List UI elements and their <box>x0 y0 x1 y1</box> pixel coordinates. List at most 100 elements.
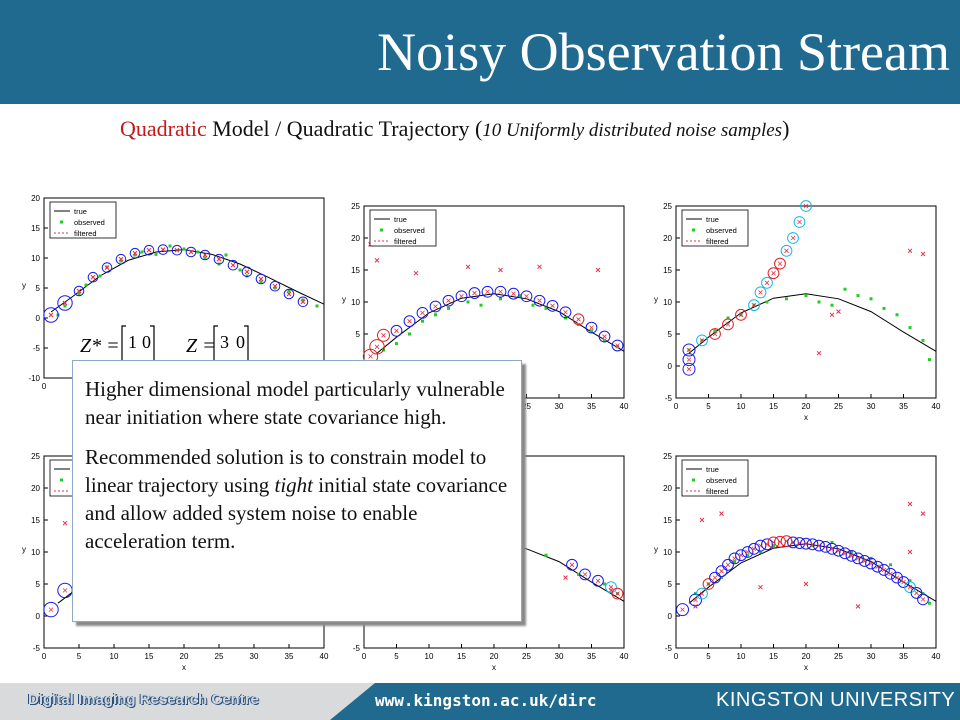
filtered-estimate <box>498 289 503 295</box>
legend-observed-swatch <box>692 478 695 482</box>
covariance-circle <box>722 558 734 571</box>
y-axis-label: y <box>654 545 658 554</box>
filtered-estimate <box>699 591 705 596</box>
covariance-circle <box>682 353 696 367</box>
z-bracket <box>213 325 249 370</box>
filtered-estimate <box>511 291 516 296</box>
subtitle-paren: 10 Uniformly distributed noise samples <box>482 120 783 141</box>
filtered-estimate <box>686 347 692 353</box>
filtered-point <box>699 517 705 523</box>
x-tick-label: 20 <box>180 652 189 661</box>
footer-blue-band <box>330 683 960 720</box>
x-tick-label: 35 <box>587 652 596 661</box>
observed-point <box>928 601 931 605</box>
covariance-circle <box>468 287 481 299</box>
y-tick-label: 10 <box>31 254 40 263</box>
covariance-circle <box>709 571 721 584</box>
observed-point <box>466 300 470 304</box>
y-tick-label: 0 <box>36 612 41 621</box>
legend-entry: filtered <box>706 487 729 496</box>
covariance-circle <box>255 273 267 285</box>
legend-observed-swatch <box>60 220 63 224</box>
observed-point <box>811 544 814 548</box>
y-tick-label: 5 <box>36 580 41 589</box>
covariance-circle <box>852 552 864 565</box>
observed-point <box>77 292 81 296</box>
filtered-estimate <box>719 568 724 574</box>
observed-point <box>434 313 437 317</box>
x-tick-label: 35 <box>587 402 596 411</box>
covariance-circle <box>917 593 929 606</box>
covariance-circle <box>780 244 793 257</box>
covariance-circle <box>559 306 572 319</box>
observed-point <box>84 283 88 287</box>
covariance-circle <box>611 339 624 352</box>
legend-entry: observed <box>706 476 737 485</box>
filtered-estimate <box>563 309 568 315</box>
filtered-estimate <box>216 256 222 262</box>
filtered-estimate <box>286 291 292 297</box>
filtered-point <box>537 264 542 270</box>
observed-point <box>603 582 606 586</box>
filtered-point <box>563 575 568 580</box>
filtered-point <box>719 511 724 516</box>
filtered-estimate <box>784 248 789 254</box>
observed-point <box>408 332 411 336</box>
filtered-estimate <box>76 288 82 294</box>
observed-point <box>895 313 899 317</box>
x-tick-label: 40 <box>932 402 941 411</box>
covariance-circle <box>819 540 832 553</box>
x-tick-label: 25 <box>834 402 843 411</box>
filtered-estimate <box>582 572 588 577</box>
covariance-circle <box>845 549 858 562</box>
x-tick-label: 0 <box>362 652 367 661</box>
y-tick-label: -5 <box>665 644 673 653</box>
z-m12: 0 <box>236 332 245 352</box>
filtered-point <box>920 251 926 257</box>
covariance-circle <box>171 244 183 256</box>
observed-point <box>590 329 593 333</box>
covariance-circle <box>185 246 197 258</box>
covariance-circle <box>73 285 85 297</box>
filtered-estimate <box>188 249 194 255</box>
footer: Digital Imaging Research Centre www.king… <box>0 683 960 720</box>
observed-point <box>63 304 67 308</box>
covariance-circle <box>546 299 559 312</box>
observed-point <box>196 250 200 254</box>
observed-point <box>746 553 749 557</box>
observed-point <box>98 274 102 278</box>
subtitle-accent: Quadratic <box>120 116 207 141</box>
covariance-circle <box>481 285 494 298</box>
covariance-circle <box>57 295 73 311</box>
footer-url-link[interactable]: www.kingston.ac.uk/dirc <box>375 691 597 710</box>
covariance-circle <box>741 546 754 558</box>
filtered-estimate <box>686 357 692 362</box>
covariance-circle <box>43 601 59 618</box>
filtered-estimate <box>472 290 477 296</box>
filtered-estimate <box>725 562 731 568</box>
y-tick-label: 10 <box>663 548 672 557</box>
covariance-circle <box>269 280 281 292</box>
observed-point <box>273 286 277 290</box>
legend-observed-swatch <box>692 228 695 232</box>
filtered-point <box>465 264 471 270</box>
covariance-circle <box>709 328 721 340</box>
observed-point <box>830 540 834 544</box>
covariance-circle <box>199 249 211 261</box>
filtered-point <box>62 520 68 526</box>
observed-point <box>287 289 291 293</box>
filtered-estimate <box>589 325 594 330</box>
y-tick-label: 15 <box>31 224 40 233</box>
y-tick-label: 20 <box>31 484 40 493</box>
callout-paragraph-1: Higher dimensional model particularly vu… <box>85 377 505 429</box>
covariance-circle <box>213 253 225 265</box>
observed-point <box>713 329 717 333</box>
observed-point <box>772 544 775 548</box>
observed-point <box>119 259 123 263</box>
zstar-bracket <box>121 325 155 370</box>
filtered-point <box>836 309 841 314</box>
filtered-estimate <box>686 366 692 372</box>
observed-point <box>245 274 249 278</box>
y-tick-label: 10 <box>351 298 360 307</box>
